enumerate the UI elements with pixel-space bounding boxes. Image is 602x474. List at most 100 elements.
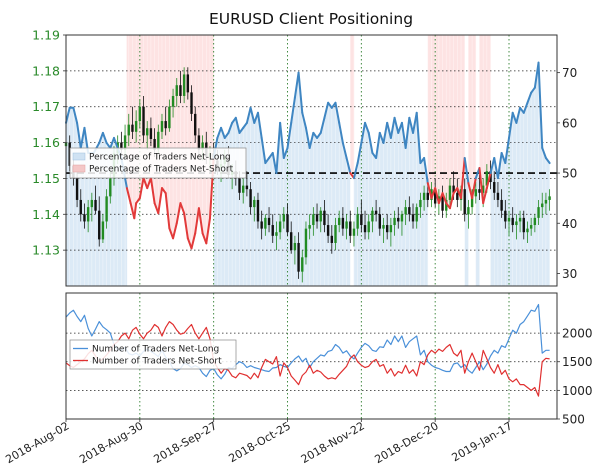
pct-line-segment [260,136,267,165]
pct-line-segment [530,86,536,94]
candle-body [352,228,356,236]
pct-line-segment [541,146,547,159]
pct-line-segment [508,111,514,139]
candle-body [378,214,381,229]
candle-body [160,121,164,132]
long-fill-segment [361,122,366,287]
pct-line-segment [172,222,178,240]
candle-body [382,225,385,229]
long-fill-segment [242,122,248,287]
candle-body [389,225,393,233]
pct-line-segment [109,136,115,149]
long-fill-segment [386,122,392,287]
candle-body [363,225,367,233]
price-tick-label: 1.14 [32,207,60,222]
pct-line-segment [463,156,470,185]
pct-line-segment [279,121,285,159]
candle-body [131,124,134,132]
pct-line-segment [308,131,315,149]
candle-body [101,221,105,240]
long-fill-segment [390,117,395,287]
percent-tick-label: 40 [562,217,577,231]
candle-body [175,85,178,96]
candle-body [242,185,245,193]
candle-body [293,242,297,251]
pct-line-segment [79,126,86,149]
candle-body [467,207,470,215]
candle-body [411,214,415,222]
candle-body [179,85,182,96]
pct-line-segment [544,156,551,165]
long-fill-segment [398,122,403,287]
pct-line-segment [408,116,415,134]
long-fill-segment [394,117,399,287]
pct-line-segment [220,126,226,139]
pct-line-segment [72,106,79,124]
candle-body [105,196,108,222]
candle-body [385,225,389,233]
pct-line-segment [242,121,248,129]
price-axis-ticks: 1.13 1.14 1.15 1.16 1.17 1.18 1.19 [32,28,66,258]
pct-line-segment [164,192,171,230]
pct-line-segment [286,121,293,149]
pct-line-segment [157,187,163,215]
candle-body [286,214,289,233]
pct-line-segment [393,116,400,134]
candle-body [456,192,459,200]
pct-line-segment [101,131,108,144]
candle-body [360,214,363,226]
legend-label-count-short: Number of Traders Net-Short [92,357,222,367]
pct-line-segment [441,192,448,205]
candle-body [83,214,86,222]
long-fill-segment [316,132,321,287]
long-fill-segment [320,117,325,287]
pct-line-segment [179,202,186,215]
candle-body [426,192,429,200]
count-axis-ticks: 500 1000 1500 2000 [557,327,593,427]
candle-body [541,203,544,208]
long-fill-segment [324,102,329,287]
pct-line-segment [297,71,304,114]
candle-body [197,135,201,150]
long-fill-segment [313,132,318,287]
candle-body [86,207,90,222]
short-fill-segment [434,34,440,204]
candle-body [304,228,308,258]
long-fill-segment [475,167,480,287]
candle-body [194,113,197,136]
short-fill-segment [486,34,491,189]
count-tick-label: 1500 [562,355,593,369]
net-short-count-line [65,321,550,397]
pct-line-segment [245,106,252,124]
pct-line-segment [304,126,311,149]
candle-body [278,221,282,233]
candle-body [515,221,518,226]
pct-line-segment [493,156,499,180]
candle-body [330,235,334,243]
candle-body [79,199,82,215]
pct-line-segment [282,146,289,159]
pct-line-segment [149,177,156,205]
price-tick-label: 1.19 [32,28,60,43]
candle-body [493,182,496,193]
long-fill-segment [254,112,259,287]
candle-body [127,124,130,136]
short-fill-segment [183,34,189,239]
count-tick-label: 2000 [562,327,593,341]
candle-body [367,221,370,233]
price-tick-label: 1.18 [32,63,60,78]
pct-line-segment [434,187,440,205]
short-fill-segment [449,34,454,209]
pct-line-segment [526,91,533,104]
candle-body [526,228,529,233]
candle-body [474,189,477,197]
pct-line-segment [301,111,307,129]
candle-body [149,128,153,139]
candle-body [253,199,256,208]
candle-body [282,214,286,222]
long-fill-segment [69,107,74,287]
percent-tick-label: 70 [562,66,577,80]
pct-line-segment [65,106,71,124]
pct-line-segment [389,116,396,139]
bottom-legend-box [69,339,237,370]
